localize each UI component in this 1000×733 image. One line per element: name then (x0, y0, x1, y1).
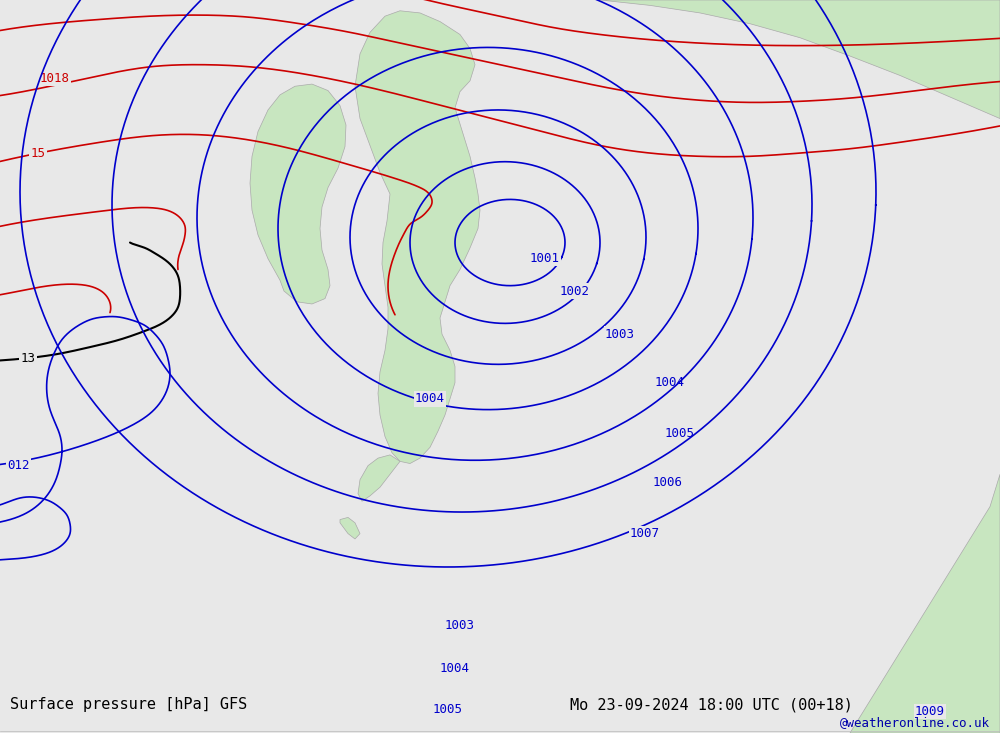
Polygon shape (600, 0, 1000, 119)
Text: 1005: 1005 (665, 427, 695, 440)
Polygon shape (850, 474, 1000, 733)
Text: 1009: 1009 (915, 705, 945, 718)
Text: 15: 15 (30, 147, 46, 160)
Text: @weatheronline.co.uk: @weatheronline.co.uk (840, 716, 990, 729)
Polygon shape (340, 517, 360, 539)
Text: 1004: 1004 (440, 662, 470, 675)
Text: 1002: 1002 (560, 284, 590, 298)
Text: 1003: 1003 (445, 619, 475, 632)
Text: 012: 012 (7, 459, 29, 472)
Text: 1006: 1006 (653, 476, 683, 490)
Polygon shape (355, 11, 480, 463)
Text: 1005: 1005 (433, 703, 463, 716)
Text: 1004: 1004 (655, 376, 685, 389)
Text: Surface pressure [hPa] GFS: Surface pressure [hPa] GFS (10, 698, 247, 712)
Text: 1007: 1007 (630, 527, 660, 540)
Polygon shape (250, 84, 346, 304)
Text: 13: 13 (20, 353, 36, 366)
Text: 1003: 1003 (605, 328, 635, 341)
Polygon shape (358, 455, 400, 501)
Text: 1004: 1004 (415, 392, 445, 405)
Text: Mo 23-09-2024 18:00 UTC (00+18): Mo 23-09-2024 18:00 UTC (00+18) (570, 698, 853, 712)
Text: 1018: 1018 (40, 72, 70, 85)
Text: 1001: 1001 (530, 252, 560, 265)
